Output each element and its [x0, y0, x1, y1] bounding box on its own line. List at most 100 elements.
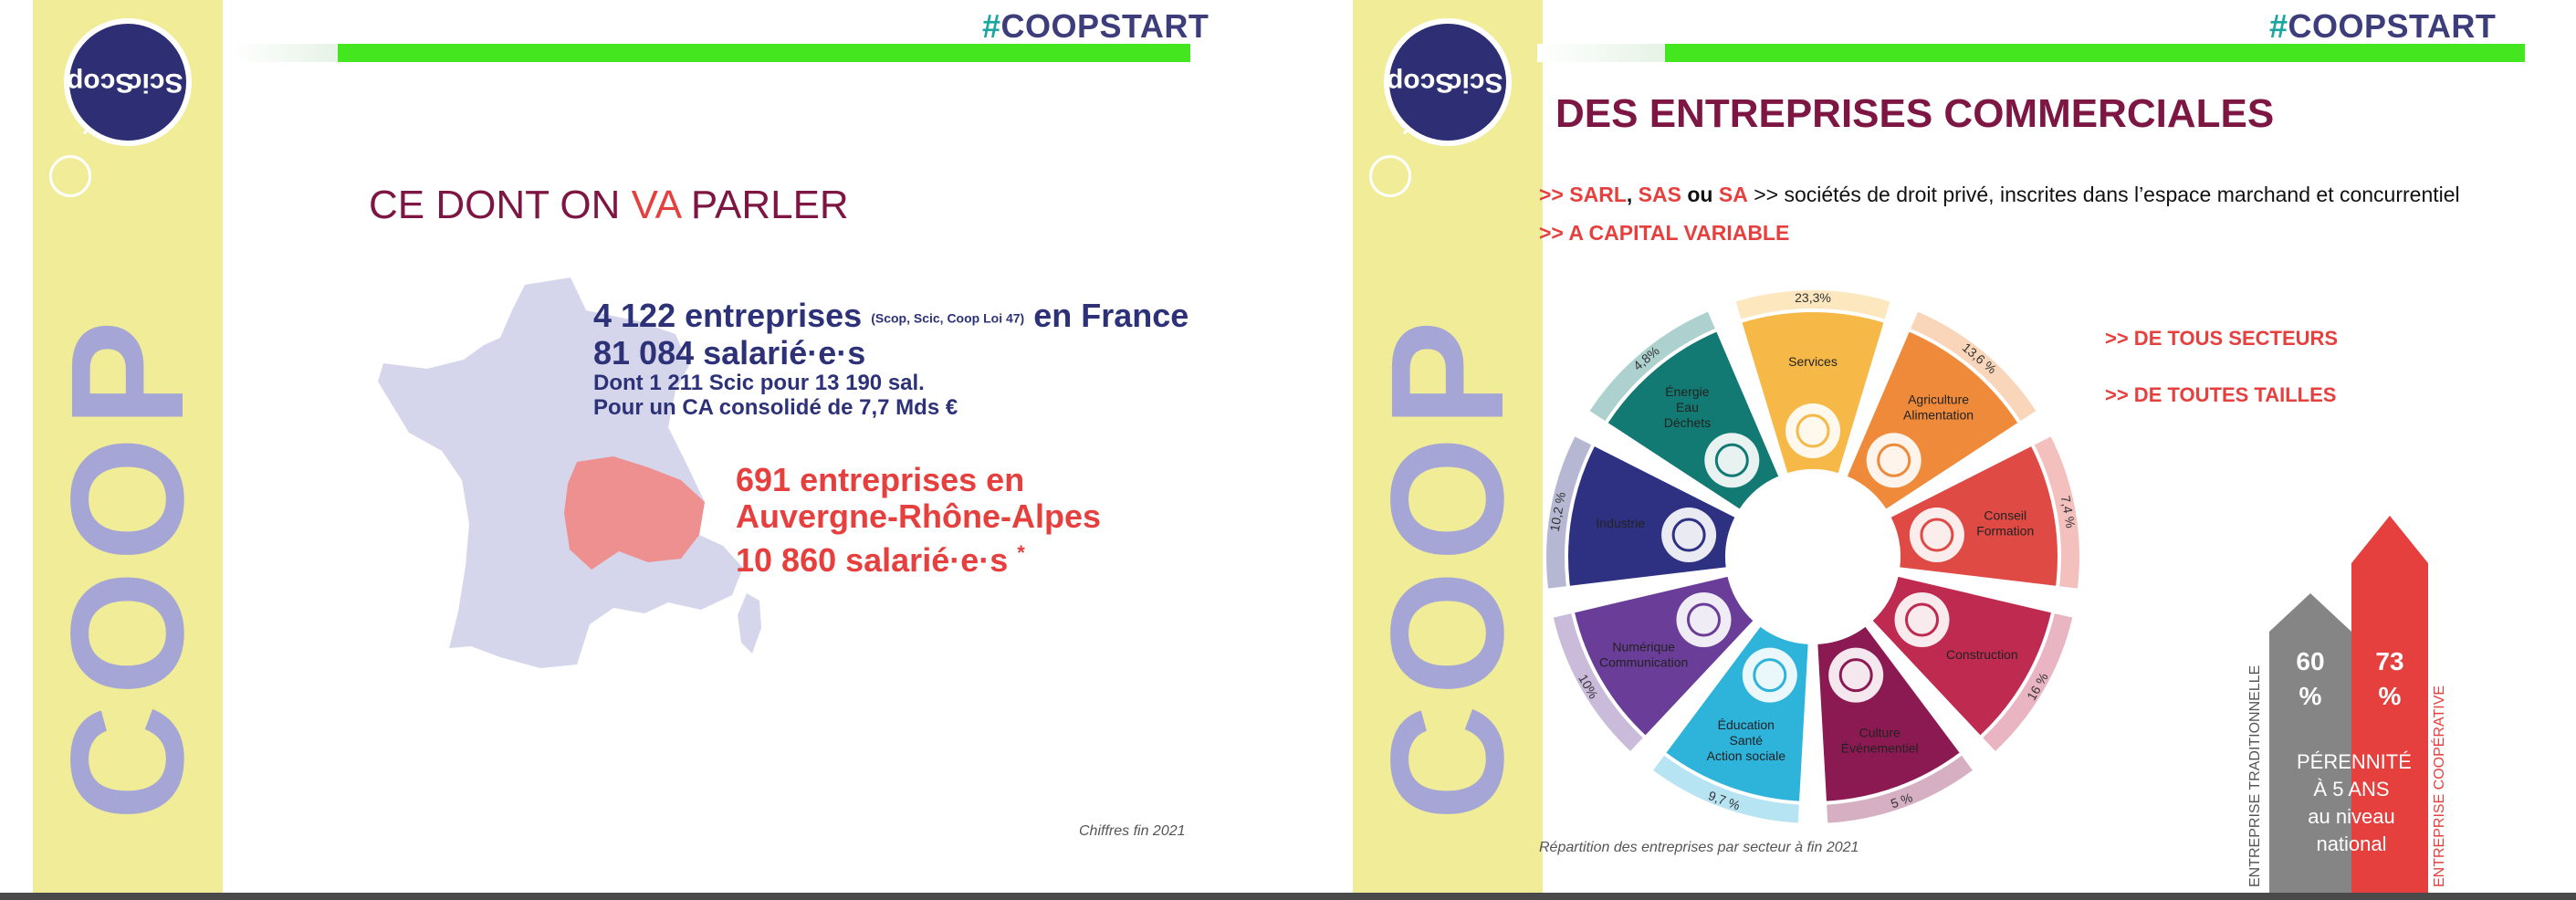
france-line-1: 4 122 entreprises (Scop, Scic, Coop Loi … [593, 298, 1189, 336]
title-part-1: CE DONT ON [369, 183, 632, 227]
arrow-traditional-shape [2269, 593, 2351, 900]
sector-label: Éducation [1718, 717, 1775, 732]
scop-scic-logo: Scop Scic [1384, 18, 1512, 146]
legal-forms-description: >> sociétés de droit privé, inscrites da… [1747, 183, 2460, 206]
slide-title: DES ENTREPRISES COMMERCIALES [1555, 91, 2275, 136]
sector-label: Énergie [1665, 384, 1709, 399]
perennite-line-2: À 5 ANS [2313, 778, 2390, 801]
perennite-line-3: au niveau [2308, 805, 2395, 828]
sector-percentage: 10,2 % [1547, 491, 1568, 533]
sectors-line: >> DE TOUS SECTEURS [2105, 327, 2339, 350]
france-shape [378, 277, 743, 668]
hashtag-word: COOPSTART [1000, 7, 1209, 45]
top-bar [1665, 44, 2525, 62]
aura-figures: 691 entreprises en Auvergne-Rhône-Alpes … [736, 462, 1101, 579]
cooperative-rate-unit: % [2378, 682, 2402, 710]
icon-glyph [1671, 518, 1706, 552]
sas: SAS [1638, 183, 1681, 206]
arrow-cooperative-shape [2351, 516, 2428, 900]
sector-outer-band [1911, 311, 2037, 422]
icon-glyph [1753, 658, 1787, 693]
sector-label: Agriculture [1908, 392, 1969, 407]
sector-label: Numérique [1612, 640, 1675, 654]
sector-label: Santé [1730, 733, 1764, 748]
aura-line-1: 691 entreprises en [736, 461, 1025, 498]
sector-outer-band [2034, 436, 2079, 589]
perennite-line-1: PÉRENNITÉ [2297, 750, 2412, 773]
top-bar [338, 44, 1190, 62]
sector-outer-band [1735, 290, 1890, 319]
france-line-3: Dont 1 211 Scic pour 13 190 sal. [593, 371, 925, 396]
wheel-caption: Répartition des entreprises par secteur … [1539, 840, 1859, 855]
logo-line-2: Scic [127, 68, 183, 98]
sector-label: Communication [1599, 655, 1688, 670]
compass-icon [1894, 592, 1950, 647]
side-band [1353, 0, 1543, 900]
icon-glyph [1905, 602, 1940, 637]
perennite-text: PÉRENNITÉ À 5 ANS au niveau national [2297, 748, 2412, 858]
sector-label: Action sociale [1707, 748, 1786, 763]
icon-glyph [1838, 658, 1873, 693]
traditional-rate-value: 60 [2296, 647, 2325, 675]
sa: SA [1718, 183, 1748, 206]
icon-glyph [1796, 413, 1830, 448]
hashtag: #COOPSTART [2269, 7, 2496, 46]
cooperative-rate-value: 73 [2375, 647, 2404, 675]
colosseum-icon [1828, 647, 1884, 703]
sector-label: Culture [1859, 726, 1901, 740]
france-companies: 4 122 entreprises [593, 297, 863, 334]
aura-line-3: 10 860 salarié·e·s * [736, 535, 1101, 579]
label-traditional: ENTREPRISE TRADITIONNELLE [2247, 665, 2263, 887]
aura-star: * [1017, 541, 1025, 564]
handshake-icon [1909, 508, 1964, 563]
aura-line-2: Auvergne-Rhône-Alpes [736, 497, 1102, 535]
arrow-cooperative [2351, 516, 2428, 900]
france-map [378, 277, 761, 668]
sector-label: Eau [1676, 400, 1699, 414]
france-figures: 4 122 entreprises (Scop, Scic, Coop Loi … [593, 298, 1189, 421]
coop-vertical-word: COOP [38, 310, 217, 822]
icon-glyph [1714, 443, 1749, 477]
icon-glyph [1877, 443, 1911, 477]
traditional-rate-unit: % [2299, 682, 2322, 710]
sector-percentage: 9,7 % [1706, 788, 1742, 812]
ou: ou [1681, 183, 1719, 206]
cooperative-rate: 73% [2351, 644, 2428, 714]
sector-label: Événementiel [1841, 741, 1919, 756]
slide-1: COOP Scop Scic #COOPSTART CE DONT ON VA … [33, 0, 1209, 900]
sector-label: Conseil [1984, 508, 2026, 522]
arrow-traditional [2269, 593, 2351, 900]
sector-wheel: Services23,3%AgricultureAlimentation13,6… [1546, 290, 2079, 823]
hashtag-symbol: # [982, 7, 1001, 45]
icon-glyph [1920, 518, 1954, 552]
sector-percentage: 7,4 % [2058, 495, 2079, 529]
decorative-ring [49, 155, 91, 197]
hashtag-word: COOPSTART [2288, 7, 2497, 45]
wheat-icon [1866, 433, 1922, 488]
sector-segment: Services 23,3% [1735, 290, 1890, 474]
recycle-icon [1785, 403, 1840, 458]
sector-label: Services [1788, 354, 1838, 369]
sector-outer-band [1827, 755, 1973, 823]
decorative-ring [1369, 155, 1411, 197]
sarl: SARL [1569, 183, 1627, 206]
slide-2: COOP Scop Scic #COOPSTART DES ENTREPRISE… [1320, 0, 2576, 900]
comma: , [1626, 183, 1639, 206]
heart-plus-icon [1742, 647, 1797, 703]
france-label: en France [1033, 297, 1189, 334]
france-companies-detail: (Scop, Scic, Coop Loi 47) [871, 310, 1025, 326]
aura-employees: 10 860 salarié·e·s [736, 541, 1009, 579]
perennite-line-4: national [2316, 832, 2387, 855]
sizes-line: >> DE TOUTES TAILLES [2105, 383, 2337, 406]
label-cooperative: ENTREPRISE COOPÉRATIVE [2432, 685, 2447, 887]
sector-label: Déchets [1664, 415, 1711, 430]
hashtag: #COOPSTART [982, 7, 1209, 46]
footnote: Chiffres fin 2021 [1079, 823, 1186, 839]
slide-title: CE DONT ON VA PARLER [369, 183, 849, 228]
scop-scic-logo: Scop Scic [64, 18, 192, 146]
title-part-2: VA [631, 183, 680, 227]
bottom-strip [0, 893, 2576, 900]
sector-percentage: 23,3% [1795, 290, 1831, 305]
